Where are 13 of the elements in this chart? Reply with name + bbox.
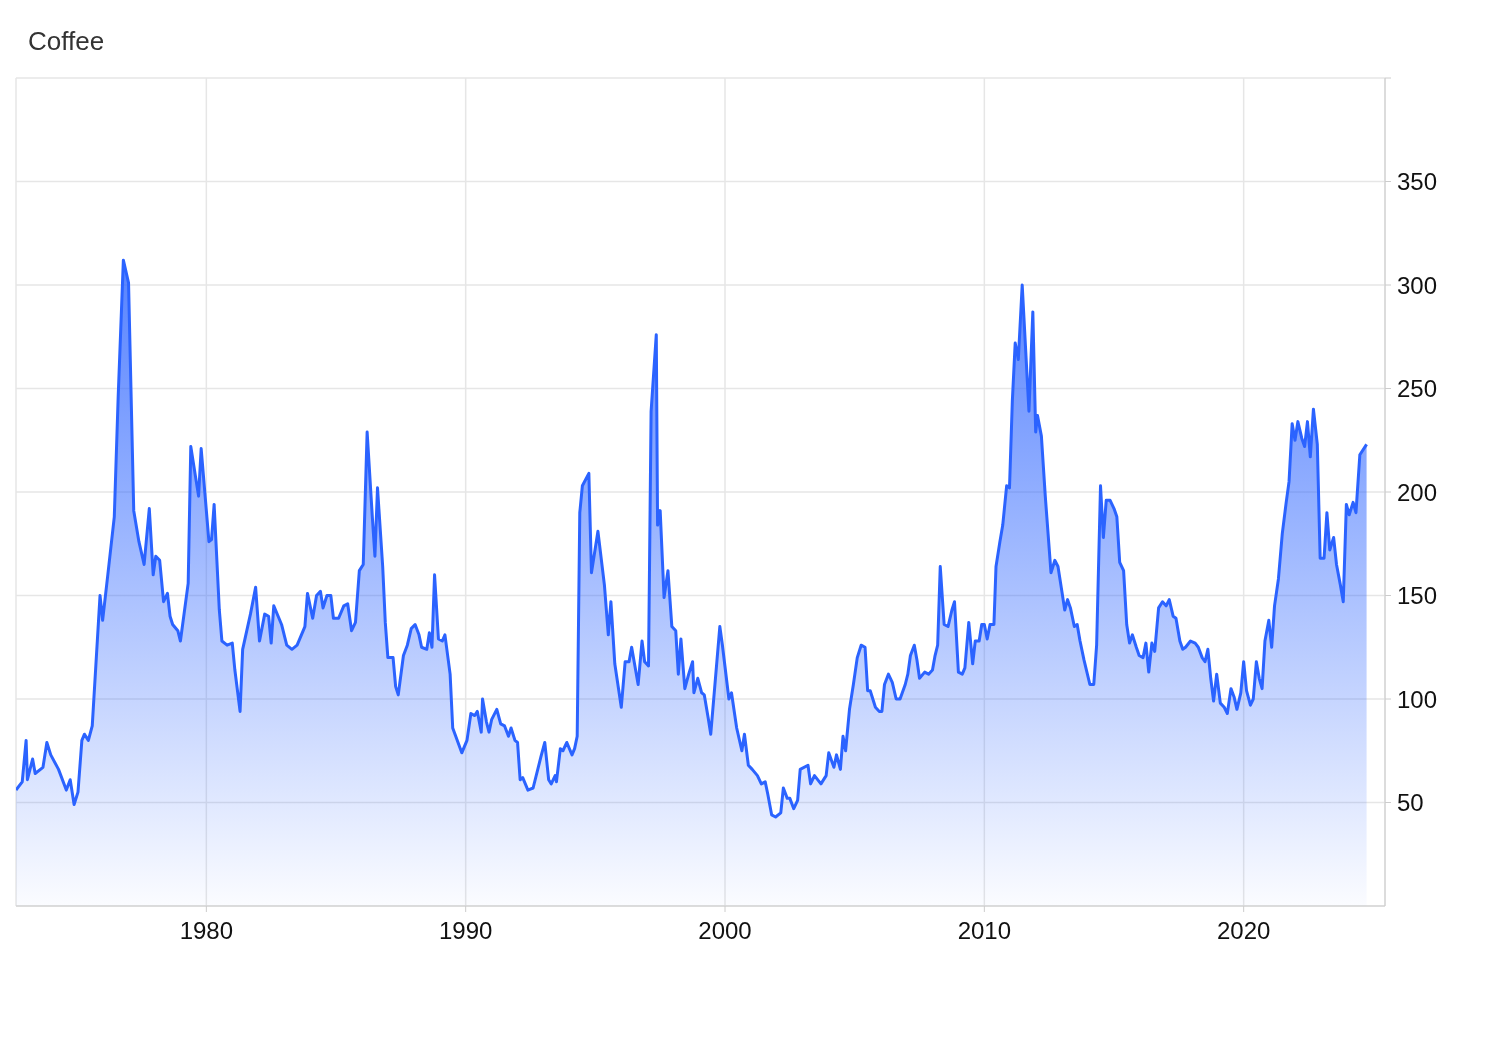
y-tick-label: 300: [1397, 271, 1438, 299]
x-tick-label: 2000: [698, 917, 752, 945]
y-tick-label: 150: [1397, 582, 1438, 610]
y-tick-label: 100: [1397, 685, 1438, 713]
x-tick-label: 2020: [1216, 917, 1271, 945]
x-tick-label: 1980: [179, 917, 234, 945]
x-tick-label: 2010: [957, 917, 1012, 945]
chart-title: Coffee: [27, 25, 106, 58]
y-tick-label: 50: [1397, 789, 1424, 817]
y-tick-label: 350: [1397, 168, 1438, 196]
x-tick-label: 1990: [438, 917, 493, 945]
y-tick-label: 200: [1397, 478, 1438, 506]
y-tick-label: 250: [1397, 375, 1438, 403]
